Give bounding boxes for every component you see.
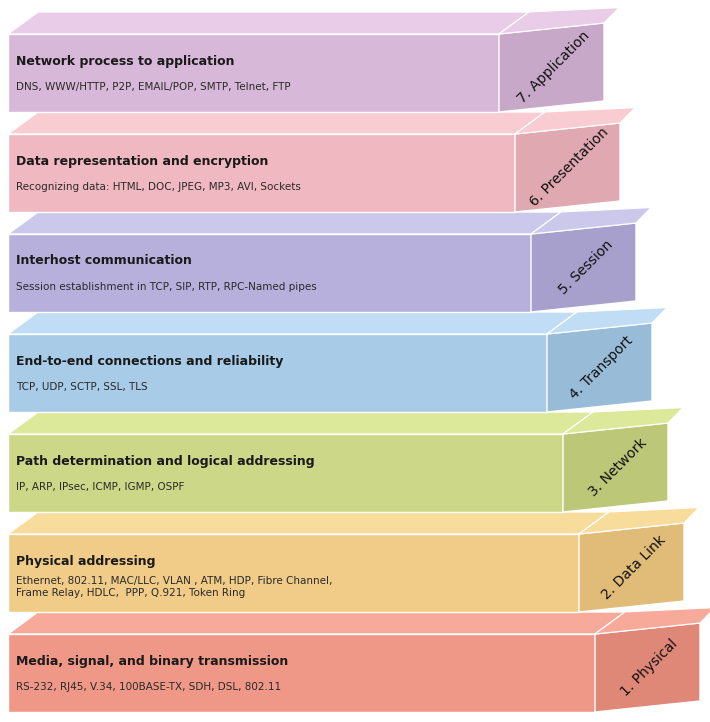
Text: RS-232, RJ45, V.34, 100BASE-TX, SDH, DSL, 802.11: RS-232, RJ45, V.34, 100BASE-TX, SDH, DSL… [16,682,281,692]
Polygon shape [8,12,529,34]
Text: 1. Physical: 1. Physical [618,636,681,699]
Polygon shape [8,234,531,312]
Text: Interhost communication: Interhost communication [16,254,192,267]
Text: IP, ARP, IPsec, ICMP, IGMP, OSPF: IP, ARP, IPsec, ICMP, IGMP, OSPF [16,482,185,492]
Polygon shape [531,208,651,234]
Polygon shape [8,612,625,634]
Polygon shape [563,423,668,512]
Polygon shape [8,434,563,512]
Text: 5. Session: 5. Session [556,238,616,297]
Polygon shape [499,23,604,112]
Text: Ethernet, 802.11, MAC/LLC, VLAN , ATM, HDP, Fibre Channel,
Frame Relay, HDLC,  P: Ethernet, 802.11, MAC/LLC, VLAN , ATM, H… [16,576,332,598]
Polygon shape [547,308,667,334]
Polygon shape [8,512,609,534]
Text: End-to-end connections and reliability: End-to-end connections and reliability [16,355,283,367]
Polygon shape [8,34,499,112]
Text: Media, signal, and binary transmission: Media, signal, and binary transmission [16,655,288,668]
Text: Physical addressing: Physical addressing [16,554,155,567]
Polygon shape [563,408,683,434]
Polygon shape [8,534,579,612]
Polygon shape [8,134,515,212]
Polygon shape [595,623,700,712]
Polygon shape [531,223,636,312]
Polygon shape [8,212,561,234]
Text: Recognizing data: HTML, DOC, JPEG, MP3, AVI, Sockets: Recognizing data: HTML, DOC, JPEG, MP3, … [16,182,301,192]
Text: DNS, WWW/HTTP, P2P, EMAIL/POP, SMTP, Telnet, FTP: DNS, WWW/HTTP, P2P, EMAIL/POP, SMTP, Tel… [16,82,290,92]
Text: 7. Application: 7. Application [515,29,592,106]
Polygon shape [8,334,547,412]
Polygon shape [547,323,652,412]
Polygon shape [499,8,619,34]
Text: Data representation and encryption: Data representation and encryption [16,155,268,168]
Text: Session establishment in TCP, SIP, RTP, RPC-Named pipes: Session establishment in TCP, SIP, RTP, … [16,282,317,292]
Text: 2. Data Link: 2. Data Link [599,533,668,602]
Text: Network process to application: Network process to application [16,54,234,67]
Text: 3. Network: 3. Network [586,436,649,499]
Text: 6. Presentation: 6. Presentation [528,126,611,209]
Polygon shape [8,312,577,334]
Text: 4. Transport: 4. Transport [567,334,636,401]
Polygon shape [8,412,593,434]
Polygon shape [579,508,699,534]
Polygon shape [515,108,635,134]
Polygon shape [595,608,710,634]
Text: Path determination and logical addressing: Path determination and logical addressin… [16,455,315,468]
Polygon shape [579,523,684,612]
Text: TCP, UDP, SCTP, SSL, TLS: TCP, UDP, SCTP, SSL, TLS [16,382,148,392]
Polygon shape [8,112,545,134]
Polygon shape [515,123,620,212]
Polygon shape [8,634,595,712]
